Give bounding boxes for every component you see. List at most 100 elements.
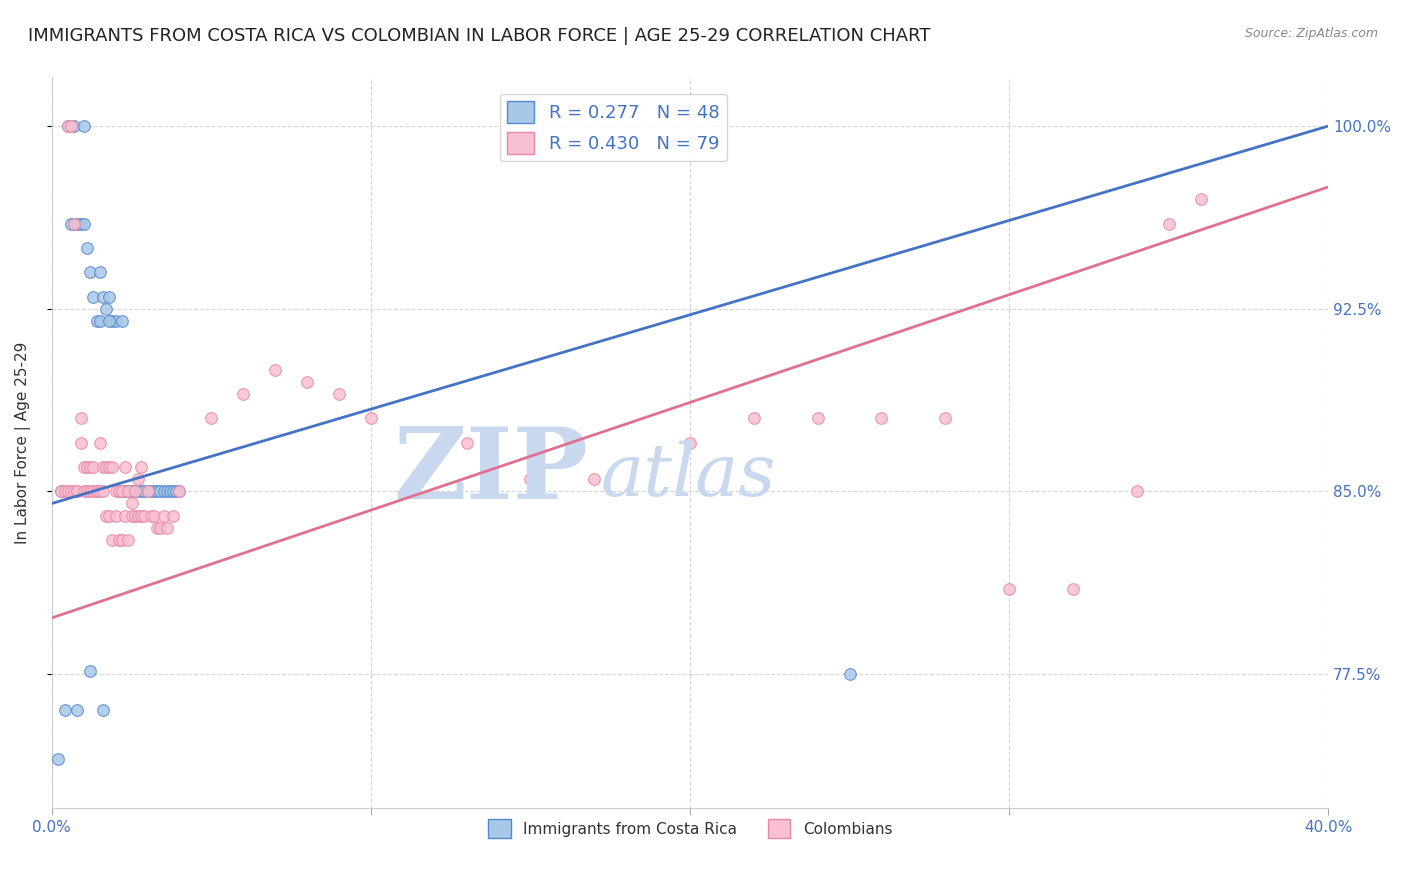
Point xyxy=(114,459,136,474)
Text: ZIP: ZIP xyxy=(394,424,588,520)
Point xyxy=(104,314,127,328)
Point xyxy=(66,484,89,499)
Point xyxy=(56,119,79,133)
Point xyxy=(89,435,111,450)
Point xyxy=(56,484,79,499)
Point xyxy=(328,387,350,401)
Point xyxy=(117,484,139,499)
Point xyxy=(127,508,149,523)
Point xyxy=(89,265,111,279)
Point xyxy=(82,289,104,303)
Point xyxy=(117,484,139,499)
Point xyxy=(156,521,179,535)
Point xyxy=(134,484,156,499)
Point xyxy=(79,665,101,679)
Point xyxy=(129,459,152,474)
Point xyxy=(121,484,143,499)
Point xyxy=(121,496,143,510)
Point xyxy=(98,459,121,474)
Point xyxy=(82,459,104,474)
Point xyxy=(101,533,124,547)
Point xyxy=(91,484,114,499)
Point xyxy=(73,459,96,474)
Point xyxy=(63,217,86,231)
Point xyxy=(165,484,187,499)
Point xyxy=(59,217,82,231)
Point xyxy=(146,521,169,535)
Point xyxy=(94,508,117,523)
Point xyxy=(124,484,146,499)
Point xyxy=(76,241,98,255)
Point xyxy=(66,703,89,717)
Point xyxy=(264,362,287,376)
Point xyxy=(232,387,254,401)
Point xyxy=(1189,192,1212,206)
Point xyxy=(111,533,134,547)
Point xyxy=(998,582,1021,596)
Point xyxy=(108,484,131,499)
Point xyxy=(114,508,136,523)
Point xyxy=(51,484,73,499)
Point xyxy=(63,119,86,133)
Point xyxy=(76,484,98,499)
Point xyxy=(76,459,98,474)
Point xyxy=(870,411,893,425)
Point xyxy=(129,508,152,523)
Point xyxy=(73,484,96,499)
Point xyxy=(91,703,114,717)
Point xyxy=(162,508,184,523)
Point xyxy=(169,484,191,499)
Point xyxy=(146,484,169,499)
Point xyxy=(142,508,165,523)
Text: IMMIGRANTS FROM COSTA RICA VS COLOMBIAN IN LABOR FORCE | AGE 25-29 CORRELATION C: IMMIGRANTS FROM COSTA RICA VS COLOMBIAN … xyxy=(28,27,931,45)
Point xyxy=(73,119,96,133)
Text: atlas: atlas xyxy=(600,440,776,511)
Point xyxy=(98,289,121,303)
Point xyxy=(456,435,478,450)
Point xyxy=(807,411,830,425)
Point xyxy=(98,508,121,523)
Point xyxy=(79,265,101,279)
Point xyxy=(59,484,82,499)
Point xyxy=(124,508,146,523)
Point xyxy=(838,666,860,681)
Point xyxy=(51,484,73,499)
Point xyxy=(742,411,765,425)
Point xyxy=(82,484,104,499)
Point xyxy=(679,435,702,450)
Point xyxy=(91,289,114,303)
Point xyxy=(111,484,134,499)
Point xyxy=(159,484,181,499)
Point xyxy=(152,508,174,523)
Point xyxy=(124,484,146,499)
Text: Source: ZipAtlas.com: Source: ZipAtlas.com xyxy=(1244,27,1378,40)
Point xyxy=(129,484,152,499)
Point xyxy=(89,314,111,328)
Point xyxy=(91,459,114,474)
Point xyxy=(69,217,91,231)
Point xyxy=(169,484,191,499)
Legend: Immigrants from Costa Rica, Colombians: Immigrants from Costa Rica, Colombians xyxy=(482,814,898,844)
Point xyxy=(136,484,159,499)
Point xyxy=(149,521,172,535)
Point xyxy=(583,472,606,486)
Point xyxy=(79,459,101,474)
Point xyxy=(156,484,179,499)
Point xyxy=(101,459,124,474)
Point xyxy=(934,411,956,425)
Point xyxy=(139,508,162,523)
Point xyxy=(162,484,184,499)
Point xyxy=(134,508,156,523)
Point xyxy=(86,314,108,328)
Point xyxy=(66,217,89,231)
Point xyxy=(59,119,82,133)
Point xyxy=(66,484,89,499)
Point xyxy=(101,314,124,328)
Point xyxy=(360,411,382,425)
Point xyxy=(63,217,86,231)
Point xyxy=(117,533,139,547)
Point xyxy=(142,484,165,499)
Point xyxy=(79,484,101,499)
Point xyxy=(136,484,159,499)
Point xyxy=(111,484,134,499)
